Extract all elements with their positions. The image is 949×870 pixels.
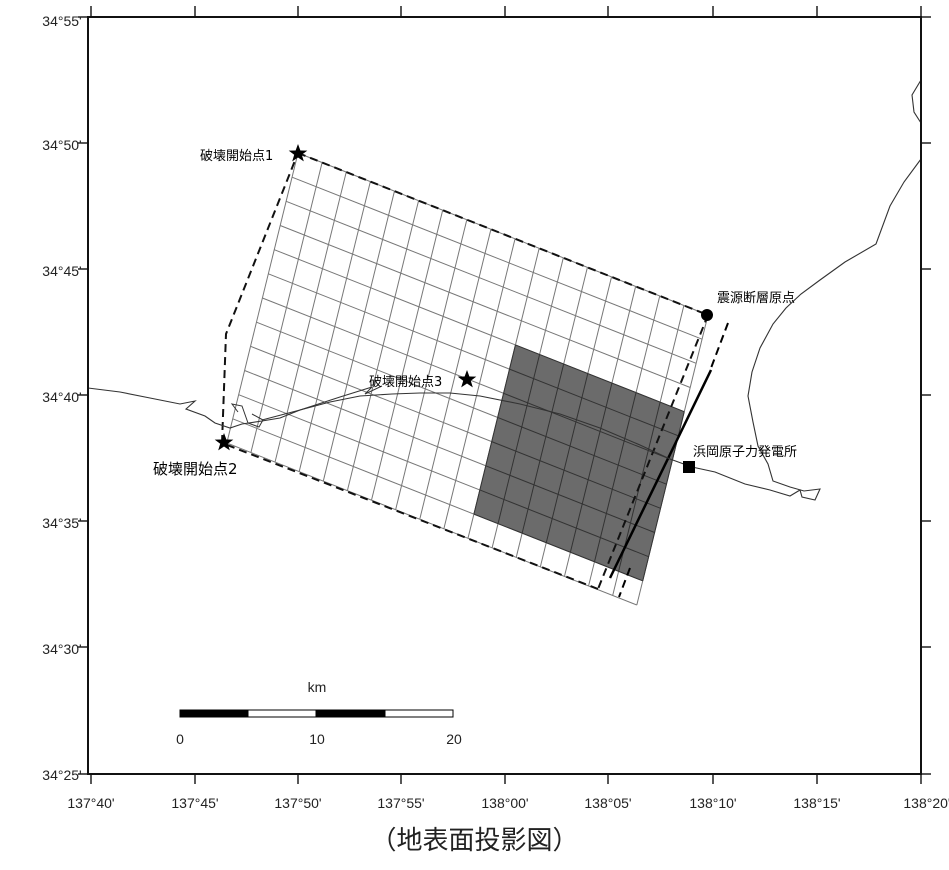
- lon-label: 138°10': [689, 795, 736, 811]
- coastline: [87, 158, 922, 501]
- lat-label: 34°35': [42, 515, 81, 531]
- coastline-east: [911, 79, 922, 124]
- asperity-grid-line: [515, 344, 685, 413]
- fault-trace-dashed-upper: [710, 322, 729, 369]
- axis-ticks: [78, 6, 931, 784]
- asperity-grid-line: [503, 392, 673, 461]
- rupture-start-3-label: 破壊開始点3: [369, 375, 442, 390]
- lat-label: 34°30': [42, 641, 81, 657]
- fault-outline: [221, 152, 709, 590]
- scale-tick-label: 10: [309, 731, 325, 747]
- lat-label: 34°50': [42, 137, 81, 153]
- lon-label: 137°50': [274, 795, 321, 811]
- grid-line: [285, 200, 697, 364]
- asperity-grid-line: [491, 441, 661, 509]
- lon-label: 138°15': [793, 795, 840, 811]
- asperity-grid-line: [485, 465, 655, 533]
- fault-trace-dashed-lower: [618, 567, 631, 598]
- asperity-grid-line: [594, 392, 637, 562]
- lat-label: 34°25': [42, 767, 81, 783]
- asperity-grid-line: [473, 344, 516, 515]
- lat-label: 34°55': [42, 13, 81, 29]
- star-icon: [288, 144, 308, 162]
- power-plant-label: 浜岡原子力発電所: [693, 445, 797, 460]
- lon-label: 138°05': [584, 795, 631, 811]
- scale-tick-label: 20: [446, 731, 462, 747]
- fault-origin-label: 震源断層原点: [717, 291, 795, 306]
- lon-label: 138°00': [481, 795, 528, 811]
- figure-caption: （地表面投影図）: [370, 826, 579, 856]
- asperity-grid-line: [497, 354, 541, 524]
- asperity-fill: [473, 344, 685, 581]
- river-upper: [261, 385, 383, 421]
- scale-unit: km: [308, 679, 327, 695]
- rupture-start-1-label: 破壊開始点1: [200, 149, 273, 164]
- grid-line: [291, 176, 703, 340]
- rupture-start-2-label: 破壊開始点2: [153, 460, 238, 478]
- scale-bar: km 0 10 20: [176, 679, 462, 747]
- asperity-grid-line: [521, 363, 565, 534]
- star-icon: [457, 370, 477, 388]
- asperity-grid-line: [509, 368, 679, 437]
- lon-label: 138°20': [903, 795, 949, 811]
- lat-label: 34°45': [42, 263, 81, 279]
- star-icon: [214, 433, 234, 451]
- fault-origin-marker: [701, 309, 713, 321]
- lon-label: 137°55': [377, 795, 424, 811]
- lon-label: 137°45': [171, 795, 218, 811]
- asperity-grid-line: [545, 373, 589, 543]
- power-plant-marker: [683, 461, 695, 473]
- lat-label: 34°40': [42, 389, 81, 405]
- asperity-region: [473, 344, 685, 582]
- scale-tick-label: 0: [176, 731, 184, 747]
- asperity-grid-line: [479, 489, 649, 558]
- asperity-grid-line: [569, 382, 613, 553]
- grid-line: [280, 225, 691, 388]
- lon-label: 137°40': [67, 795, 114, 811]
- asperity-grid-line: [497, 416, 667, 485]
- fault-trace-solid: [608, 369, 713, 579]
